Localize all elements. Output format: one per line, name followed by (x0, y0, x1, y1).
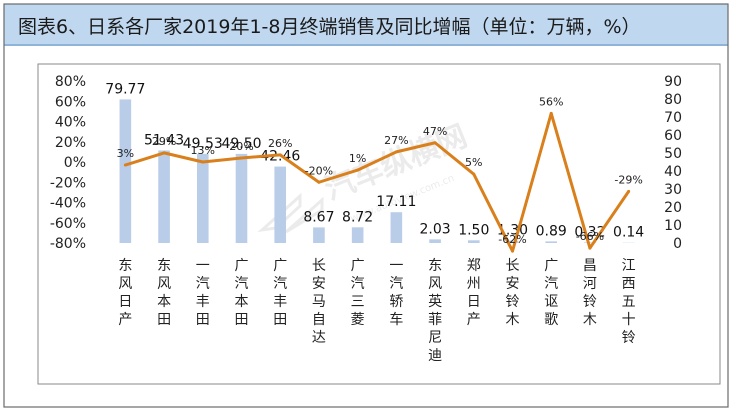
bar (545, 241, 558, 243)
title-bar: 图表6、日系各厂家2019年1-8月终端销售及同比增幅（单位：万辆，%） (4, 4, 728, 46)
y-left-tick-label: 60% (55, 94, 86, 110)
line-point (278, 153, 282, 157)
x-category-label: 郑州日产 (467, 258, 481, 328)
x-category-label: 一汽轿车 (389, 258, 403, 328)
watermark-logo-icon (257, 192, 324, 234)
x-category-label: 长安马自达 (312, 258, 326, 346)
line-value-label: 29% (152, 135, 176, 148)
y-right-tick-label: 20 (664, 200, 682, 216)
line-value-label: 20% (229, 140, 253, 153)
line-point (317, 180, 321, 184)
bar (351, 227, 364, 243)
line-value-label: 3% (117, 147, 134, 160)
y-left-tick-label: 20% (55, 135, 86, 151)
y-right-tick-label: 90 (664, 74, 682, 90)
y-left-tick-label: 0% (64, 155, 86, 171)
x-category-label: 昌河铃木 (583, 258, 597, 328)
line-point (627, 189, 631, 193)
line-point (433, 141, 437, 145)
x-category-label: 东风日产 (118, 258, 132, 328)
bar-value-label: 1.50 (458, 222, 489, 238)
line-value-label: 1% (349, 152, 366, 165)
line-value-label: 27% (384, 134, 408, 147)
growth-line (124, 111, 630, 253)
line-value-label: 56% (539, 95, 563, 108)
bar (467, 240, 480, 243)
bar-value-label: 49.50 (221, 136, 261, 152)
bar (235, 153, 248, 243)
bar-value-label: 49.53 (183, 136, 223, 152)
y-left-tick-label: -40% (50, 196, 86, 212)
y-right-tick-label: 50 (664, 146, 682, 162)
line-point (356, 168, 360, 172)
y-left-tick-label: -20% (50, 175, 86, 191)
x-category-label: 一汽丰田 (196, 258, 210, 328)
y-right-tick-label: 40 (664, 164, 682, 180)
bar (274, 166, 287, 243)
line-value-label: -20% (305, 164, 333, 177)
line-value-label: -66% (576, 230, 604, 243)
bar-value-label: 79.77 (105, 81, 145, 97)
line-value-label: 13% (191, 144, 215, 157)
y-right-tick-label: 80 (664, 92, 682, 108)
bar-value-label: 0.14 (613, 225, 644, 241)
line-point (472, 172, 476, 176)
y-right-tick-label: 10 (664, 218, 682, 234)
line-point (549, 111, 553, 115)
x-category-label: 广汽讴歌 (544, 258, 558, 328)
bar (158, 150, 170, 243)
y-left-tick-label: -60% (50, 216, 86, 232)
y-left-tick-label: -80% (50, 236, 86, 252)
figure-border (3, 3, 729, 408)
bar-value-label: 0.89 (536, 223, 567, 239)
bar (196, 153, 209, 243)
x-category-label: 长安铃木 (506, 258, 520, 328)
line-point (588, 246, 592, 250)
y-left-tick-label: 80% (55, 74, 86, 90)
bar-value-label: 17.11 (376, 194, 416, 210)
line-value-label: 5% (465, 156, 482, 169)
chart-title: 图表6、日系各厂家2019年1-8月终端销售及同比增幅（单位：万辆，%） (18, 16, 641, 38)
y-left-tick-label: 40% (55, 115, 86, 131)
x-category-label: 东风英菲尼迪 (428, 258, 442, 364)
line-value-label: 26% (268, 137, 292, 150)
line-point (201, 160, 205, 164)
bar-value-label: 8.67 (303, 209, 334, 225)
bar-value-label: 8.72 (342, 209, 373, 225)
x-category-label: 东风本田 (157, 258, 171, 328)
y-right-tick-label: 70 (664, 110, 682, 126)
line-point (123, 163, 127, 167)
bar (429, 239, 441, 243)
line-value-label: -62% (498, 233, 526, 246)
bar (390, 212, 403, 243)
bar-value-label: 51.43 (144, 132, 184, 148)
x-category-label: 江西五十铃 (622, 258, 636, 346)
line-point (394, 150, 398, 154)
y-right-tick-label: 0 (673, 236, 682, 252)
x-category-label: 广汽三菱 (351, 258, 365, 328)
plot-panel-border (37, 63, 721, 385)
line-value-label: 47% (423, 125, 447, 138)
x-category-label: 广汽本田 (235, 258, 249, 328)
x-category-label: 广汽丰田 (273, 258, 287, 328)
line-point (162, 151, 166, 155)
bar-value-label: 2.03 (419, 221, 450, 237)
bar (506, 240, 519, 243)
line-point (511, 249, 514, 253)
line-value-label: -29% (614, 173, 642, 186)
y-right-tick-label: 30 (664, 182, 682, 198)
bar (119, 99, 132, 243)
line-point (240, 156, 243, 160)
y-right-tick-label: 60 (664, 128, 682, 144)
bar (313, 227, 325, 243)
